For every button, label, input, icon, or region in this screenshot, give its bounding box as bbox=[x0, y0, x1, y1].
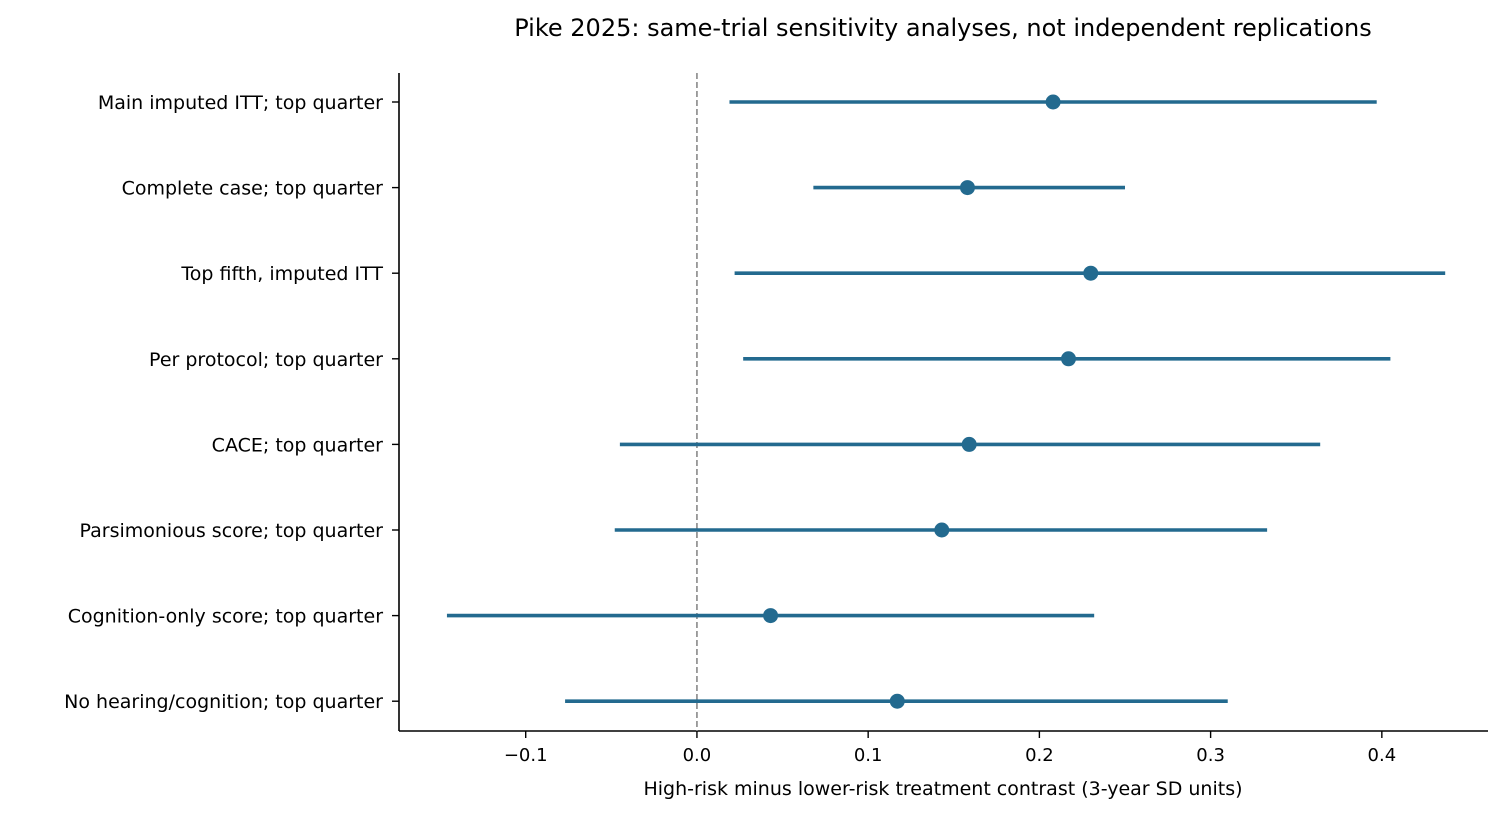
y-tick-label: Complete case; top quarter bbox=[122, 178, 384, 200]
y-tick-label: Parsimonious score; top quarter bbox=[80, 520, 384, 542]
point-estimate bbox=[934, 522, 950, 538]
point-estimate bbox=[889, 693, 905, 709]
point-estimate bbox=[1083, 265, 1099, 281]
y-tick-label: No hearing/cognition; top quarter bbox=[64, 691, 383, 713]
y-tick-label: Main imputed ITT; top quarter bbox=[98, 92, 383, 114]
point-estimate bbox=[961, 436, 977, 452]
x-tick-label: 0.1 bbox=[854, 745, 883, 766]
point-estimate bbox=[1045, 94, 1061, 110]
x-tick-label: −0.1 bbox=[504, 745, 548, 766]
x-tick-label: 0.4 bbox=[1368, 745, 1397, 766]
x-tick-label: 0.3 bbox=[1196, 745, 1225, 766]
point-estimate bbox=[1060, 351, 1076, 367]
y-tick-label: Top fifth, imputed ITT bbox=[180, 263, 383, 285]
chart-title: Pike 2025: same-trial sensitivity analys… bbox=[514, 14, 1372, 42]
point-estimate bbox=[763, 608, 779, 624]
x-tick-label: 0.0 bbox=[683, 745, 712, 766]
y-tick-label: Cognition-only score; top quarter bbox=[68, 606, 383, 628]
plot-area: −0.1 0.0 0.1 0.2 0.3 0.4 Main imputed ITT; top… bbox=[64, 73, 1488, 766]
point-estimate bbox=[959, 180, 975, 196]
x-tick-label: 0.2 bbox=[1025, 745, 1054, 766]
y-tick-label: CACE; top quarter bbox=[212, 434, 384, 456]
y-tick-label: Per protocol; top quarter bbox=[149, 349, 383, 371]
x-axis-label: High-risk minus lower-risk treatment con… bbox=[643, 778, 1242, 800]
